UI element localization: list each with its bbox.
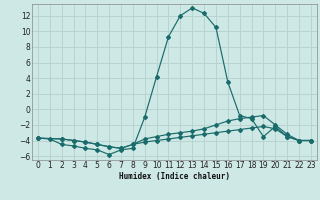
X-axis label: Humidex (Indice chaleur): Humidex (Indice chaleur) xyxy=(119,172,230,181)
